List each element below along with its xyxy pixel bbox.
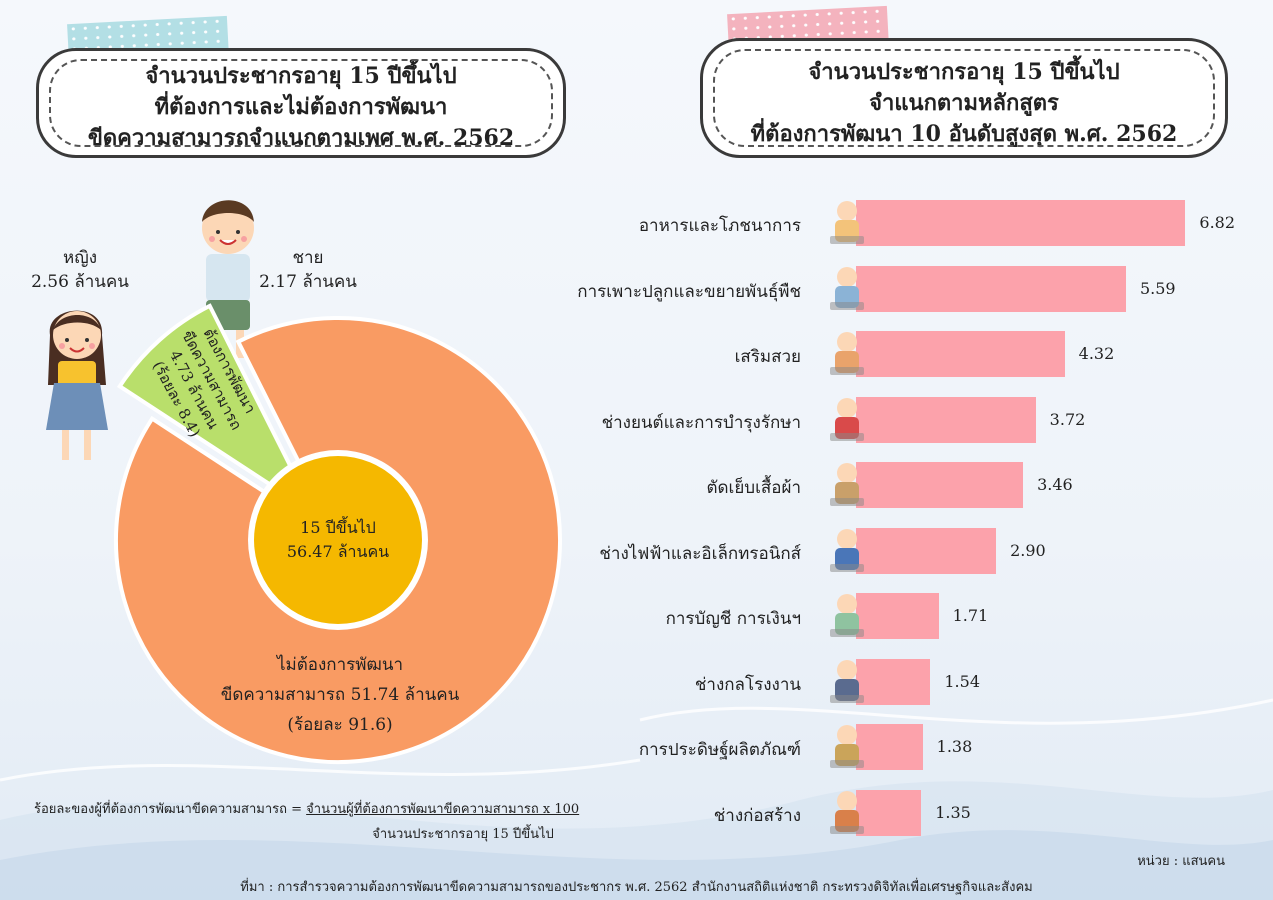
bar-value-label: 1.54 (944, 671, 980, 691)
pie-not-want-line-3: (ร้อยละ 91.6) (287, 715, 393, 735)
bar-category-label: ช่างยนต์และการบำรุงรักษา (601, 412, 801, 433)
formula: ร้อยละของผู้ที่ต้องการพัฒนาขีดความสามารถ… (34, 798, 624, 819)
girl-illustration-icon (46, 310, 108, 460)
bar-value-label: 5.59 (1139, 278, 1176, 298)
bar (856, 200, 1186, 246)
hairdresser-icon (826, 329, 868, 377)
pie-center-line-2: 56.47 ล้านคน (286, 542, 390, 561)
source-note: ที่มา : การสำรวจความต้องการพัฒนาขีดความส… (240, 880, 1033, 895)
bar-value-label: 2.90 (1010, 540, 1046, 560)
left-title-line-2: ที่ต้องการและไม่ต้องการพัฒนา (154, 94, 448, 120)
bar-category-label: การประดิษฐ์ผลิตภัณฑ์ (638, 740, 801, 760)
bar-category-label: เสริมสวย (734, 347, 801, 367)
right-title-line-3: ที่ต้องการพัฒนา 10 อันดับสูงสุด พ.ศ. 256… (750, 121, 1178, 147)
bar-value-label: 4.32 (1078, 344, 1115, 363)
builder-icon (826, 788, 868, 836)
pie-not-want-line-2: ขีดความสามารถ 51.74 ล้านคน (220, 685, 460, 705)
bar (856, 462, 1024, 508)
female-label-group: หญิง 2.56 ล้านคน (30, 246, 130, 294)
bar-value-label: 3.46 (1037, 475, 1073, 494)
male-label-group: ชาย 2.17 ล้านคน (258, 246, 358, 294)
bar-value-label: 1.38 (936, 737, 973, 756)
electrician-icon (826, 526, 868, 574)
bar (856, 593, 939, 639)
pie-not-want-line-1: ไม่ต้องการพัฒนา (276, 655, 403, 675)
bar (856, 265, 1126, 312)
bar-category-label: ช่างกลโรงงาน (694, 674, 801, 695)
pie-center-label: 15 ปีขึ้นไป 56.47 ล้านคน (268, 516, 408, 564)
bar-value-label: 1.35 (935, 802, 971, 822)
right-title-line-1: จำนวนประชากรอายุ 15 ปีขึ้นไป (808, 59, 1120, 85)
male-value: 2.17 ล้านคน (259, 272, 357, 292)
bar-category-label: ช่างก่อสร้าง (713, 805, 801, 826)
machinist-icon (826, 657, 868, 705)
bar-category-label: ตัดเย็บเสื้อผ้า (706, 478, 801, 498)
bar-category-label: ช่างไฟฟ้าและอิเล็กทรอนิกส์ (599, 543, 801, 564)
bar (856, 789, 922, 836)
left-title-line-3: ขีดความสามารถจำแนกตามเพศ พ.ศ. 2562 (87, 125, 515, 151)
pie-slice-want (116, 303, 320, 519)
bar (856, 527, 997, 574)
mechanic-icon (826, 395, 868, 443)
bar-value-label: 3.72 (1049, 409, 1086, 429)
formula-left: ร้อยละของผู้ที่ต้องการพัฒนาขีดความสามารถ… (34, 802, 303, 817)
chef-icon (826, 198, 868, 246)
craftsman-icon (826, 722, 868, 770)
formula-numerator: จำนวนผู้ที่ต้องการพัฒนาขีดความสามารถ x 1… (306, 802, 580, 817)
tailor-icon (826, 460, 868, 508)
boy-illustration-icon (202, 200, 254, 358)
left-title-box: จำนวนประชากรอายุ 15 ปีขึ้นไป ที่ต้องการแ… (36, 48, 566, 158)
pie-slice-not-want (114, 316, 562, 764)
farmer-icon (826, 264, 868, 312)
right-title-box: จำนวนประชากรอายุ 15 ปีขึ้นไป จำแนกตามหลั… (700, 38, 1228, 158)
right-title-line-2: จำแนกตามหลักสูตร (869, 90, 1059, 116)
female-label: หญิง (63, 248, 97, 268)
bar (856, 658, 931, 705)
bar-category-label: การบัญชี การเงินฯ (665, 609, 801, 629)
male-label: ชาย (292, 248, 324, 268)
bar (856, 396, 1036, 443)
pie-not-want-label: ไม่ต้องการพัฒนา ขีดความสามารถ 51.74 ล้าน… (190, 650, 490, 740)
pie-center-line-1: 15 ปีขึ้นไป (300, 518, 376, 537)
female-value: 2.56 ล้านคน (31, 272, 129, 292)
pie-center-circle (254, 456, 422, 624)
pie-chart (114, 303, 562, 764)
bar-category-label: การเพาะปลูกและขยายพันธุ์พืช (577, 281, 801, 302)
bar (856, 724, 923, 770)
bar (856, 331, 1065, 377)
formula-denominator: จำนวนประชากรอายุ 15 ปีขึ้นไป (372, 827, 554, 842)
bar-value-label: 1.71 (952, 606, 989, 625)
bar-value-label: 6.82 (1199, 213, 1236, 232)
bar-category-label: อาหารและโภชนาการ (638, 216, 801, 236)
unit-label: หน่วย : แสนคน (1137, 854, 1225, 869)
left-title-line-1: จำนวนประชากรอายุ 15 ปีขึ้นไป (145, 63, 457, 89)
accountant-icon (826, 591, 868, 639)
